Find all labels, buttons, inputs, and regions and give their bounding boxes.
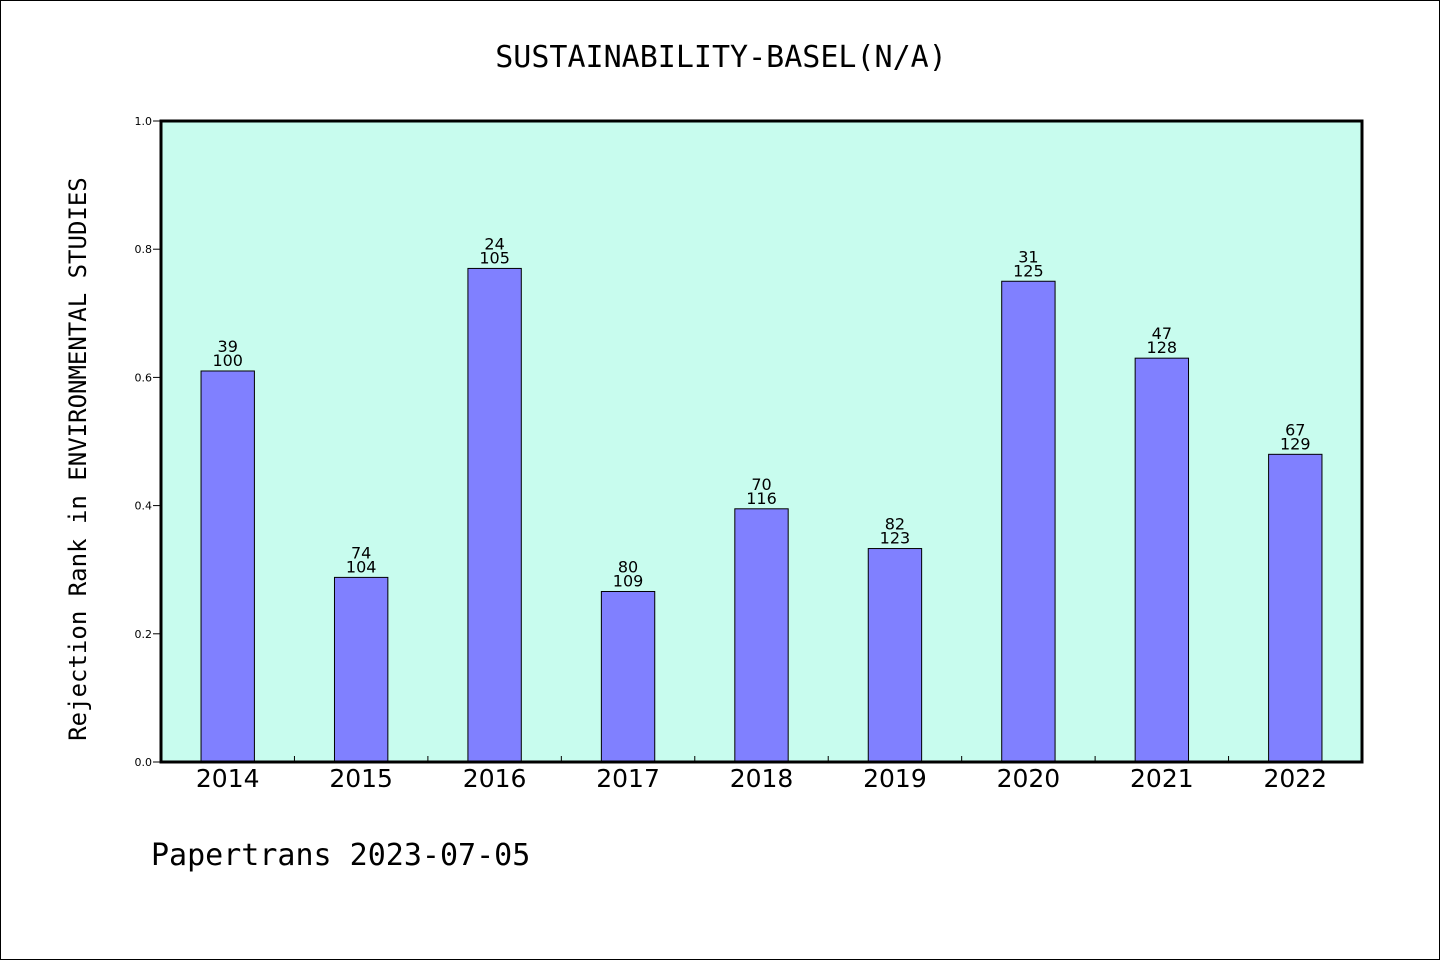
data-label-top-2019: 82 <box>885 515 905 534</box>
x-tick-label-2017: 2017 <box>596 764 660 793</box>
bar-2019 <box>867 548 923 763</box>
y-tick-label: 0.4 <box>135 500 153 513</box>
bar-2021 <box>1134 357 1190 763</box>
ticks-layer: 2014 2015 2016 2017 2018 2019 2020 2021 2022 0.0 0… <box>135 115 1328 793</box>
x-tick-label-2020: 2020 <box>997 764 1061 793</box>
data-label-bottom-2018: 116 <box>746 489 777 508</box>
bar-2014 <box>200 370 255 763</box>
x-tick-label-2019: 2019 <box>863 764 927 793</box>
data-label-bottom-2015: 104 <box>346 557 377 576</box>
data-label-top-2018: 70 <box>751 475 771 494</box>
data-label-top-2016: 24 <box>484 234 504 253</box>
plot-border <box>159 119 1364 764</box>
data-label-top-2017: 80 <box>618 557 638 576</box>
data-label-top-2014: 39 <box>218 337 238 356</box>
x-tick-label-2016: 2016 <box>463 764 527 793</box>
y-tick-label: 0.8 <box>135 243 153 256</box>
x-tick-label-2014: 2014 <box>196 764 260 793</box>
x-tick-label-2018: 2018 <box>730 764 794 793</box>
bar-2017 <box>600 590 656 763</box>
chart-title: SUSTAINABILITY-BASEL(N/A) <box>495 40 947 75</box>
footer-text: Papertrans 2023-07-05 <box>151 838 530 873</box>
data-label-bottom-2020: 125 <box>1013 261 1044 280</box>
data-label-bottom-2016: 105 <box>479 248 510 267</box>
y-axis-label: Rejection Rank in ENVIRONMENTAL STUDIES <box>64 177 92 741</box>
y-tick-label: 0.2 <box>135 628 153 641</box>
data-label-bottom-2014: 100 <box>212 351 243 370</box>
bars-layer <box>200 267 1323 763</box>
y-tick-label: 0.6 <box>135 371 153 384</box>
data-label-top-2022: 67 <box>1285 420 1305 439</box>
bar-2020 <box>1001 280 1056 763</box>
data-label-bottom-2019: 123 <box>880 529 911 548</box>
x-tick-label-2022: 2022 <box>1263 764 1327 793</box>
y-tick-label: 0.0 <box>135 756 153 769</box>
data-label-top-2015: 74 <box>351 543 371 562</box>
bar-2018 <box>734 508 789 763</box>
data-label-bottom-2022: 129 <box>1280 434 1311 453</box>
data-label-bottom-2021: 128 <box>1147 338 1178 357</box>
data-label-top-2020: 31 <box>1018 247 1038 266</box>
data-label-bottom-2017: 109 <box>613 571 644 590</box>
x-tick-label-2015: 2015 <box>329 764 393 793</box>
x-tick-label-2021: 2021 <box>1130 764 1194 793</box>
bar-2016 <box>467 267 522 763</box>
bar-2015 <box>333 576 389 763</box>
bar-2022 <box>1268 453 1323 763</box>
data-label-top-2021: 47 <box>1152 324 1172 343</box>
y-tick-label: 1.0 <box>135 115 153 128</box>
